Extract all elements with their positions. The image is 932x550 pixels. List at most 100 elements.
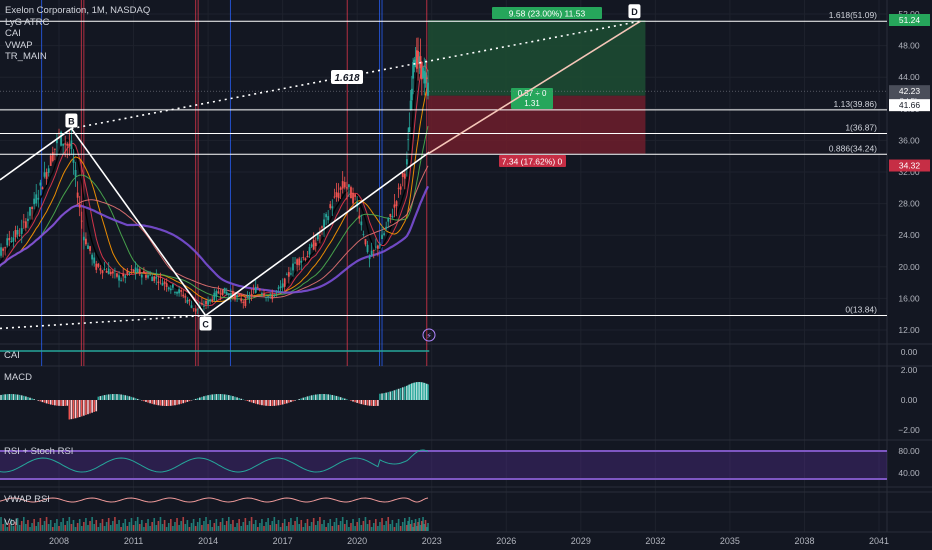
legend-title[interactable]: Exelon Corporation, 1M, NASDAQ (5, 5, 151, 16)
volume-bar (58, 526, 60, 531)
macd-bar (372, 400, 375, 406)
macd-bar (271, 400, 274, 406)
volume-bar (145, 523, 147, 531)
macd-bar (265, 400, 267, 406)
price-axis[interactable]: 52.00 48.00 44.00 40.00 36.00 32.00 28.00 24.00… (889, 9, 930, 478)
macd-bar (333, 395, 336, 400)
candle-body (49, 155, 52, 166)
macd-bar (354, 400, 356, 403)
volume-bar (47, 524, 50, 531)
macd-bar (419, 382, 422, 400)
volume-bar (207, 524, 209, 531)
time-axis[interactable]: 2008 2011 2014 2017 2020 2023 2026 2029 2032 2035… (49, 536, 889, 546)
macd-bar (234, 396, 236, 400)
macd-bar (170, 400, 172, 406)
macd-bar (425, 383, 428, 400)
volume-bar (279, 527, 282, 531)
fib-levels[interactable]: 1.618(51.09) 1.13(39.86) 1(36.87) 0.886(34.… (0, 10, 887, 316)
volume-bar (323, 520, 325, 531)
macd-bar (377, 400, 379, 406)
volume-bar (393, 527, 396, 531)
volume-bar (116, 524, 118, 531)
volume-bar (37, 522, 40, 531)
indicator-tr-main[interactable]: TR_MAIN (5, 51, 47, 62)
macd-bar (395, 389, 398, 400)
candle-body (333, 196, 336, 198)
volume-bar (413, 523, 416, 531)
candle-body (277, 287, 280, 289)
macd-bar (29, 397, 31, 400)
macd-bar (240, 398, 243, 400)
volume-bar (397, 519, 400, 531)
volume-bar (78, 519, 81, 531)
indicator-lyg-atrc[interactable]: LyG ATRC (5, 16, 50, 28)
macd-bar (319, 394, 321, 400)
candle-body (393, 204, 396, 208)
indicator-vwap[interactable]: VWAP (5, 39, 33, 51)
volume-bar (190, 523, 193, 531)
volume-bar (180, 521, 182, 531)
point-label-bg (628, 4, 641, 19)
macd-bar (391, 390, 394, 400)
candle-body (165, 283, 168, 287)
volume-bar (352, 519, 354, 531)
candle-body (186, 299, 189, 303)
abcd-pattern[interactable]: 1.618 B C D ⚡ (0, 4, 641, 342)
macd-bar (387, 392, 390, 400)
candle-body (410, 88, 413, 101)
price-tick: 48.00 (898, 41, 920, 51)
candle-body (213, 292, 216, 301)
leg-bc (70, 128, 207, 316)
candle-body (68, 143, 71, 147)
moving-average (0, 125, 429, 301)
macd-bar (39, 400, 42, 402)
volume-bar (97, 527, 100, 531)
macd-bar (219, 394, 222, 400)
macd-bar (66, 400, 69, 406)
candle-body (8, 238, 11, 241)
candle-body (246, 296, 249, 298)
pane-label-vol: Vol (4, 517, 18, 528)
time-tick: 2011 (124, 536, 143, 546)
macd-bar (87, 400, 89, 415)
candle-body (120, 279, 123, 281)
macd-bar (97, 396, 100, 400)
volume-bar (101, 519, 104, 531)
position-zones[interactable]: 9.58 (23.00%) 11.53 0.57 ÷ 01.31 7.34 (17.… (428, 7, 646, 167)
candle-body (300, 260, 303, 263)
candle-body (401, 172, 404, 177)
candle-body (258, 289, 261, 291)
volume-bar (346, 520, 348, 531)
macd-bar (12, 394, 15, 400)
candle-body (312, 239, 315, 250)
volume-bar (14, 522, 17, 531)
macd-bar (223, 394, 226, 400)
macd-bar (95, 400, 98, 412)
candle-body (423, 70, 426, 84)
macd-bar (267, 400, 269, 406)
volume-bar (170, 519, 172, 531)
candle-body (0, 247, 2, 256)
volume-bar (267, 518, 269, 531)
macd-bar (124, 395, 127, 400)
macd-bar (64, 400, 67, 406)
volume-bar (292, 525, 294, 531)
macd-bar (6, 394, 9, 400)
candle-body (78, 204, 81, 208)
macd-bar (163, 400, 166, 406)
volume-bar (321, 524, 323, 531)
fib-level-label: 1.13(39.86) (834, 99, 878, 109)
macd-bar (180, 400, 182, 404)
candle-body (33, 198, 36, 205)
pane-label-macd: MACD (4, 372, 32, 383)
volume-bar (64, 525, 67, 531)
volume-bar (68, 517, 71, 531)
candle-body (12, 237, 15, 242)
macd-bar (283, 400, 286, 404)
macd-bar (259, 400, 261, 405)
indicator-cai[interactable]: CAI (5, 28, 21, 39)
candle-body (157, 281, 160, 284)
fib-level-label: 1.618(51.09) (829, 10, 877, 20)
macd-bar (20, 395, 23, 400)
